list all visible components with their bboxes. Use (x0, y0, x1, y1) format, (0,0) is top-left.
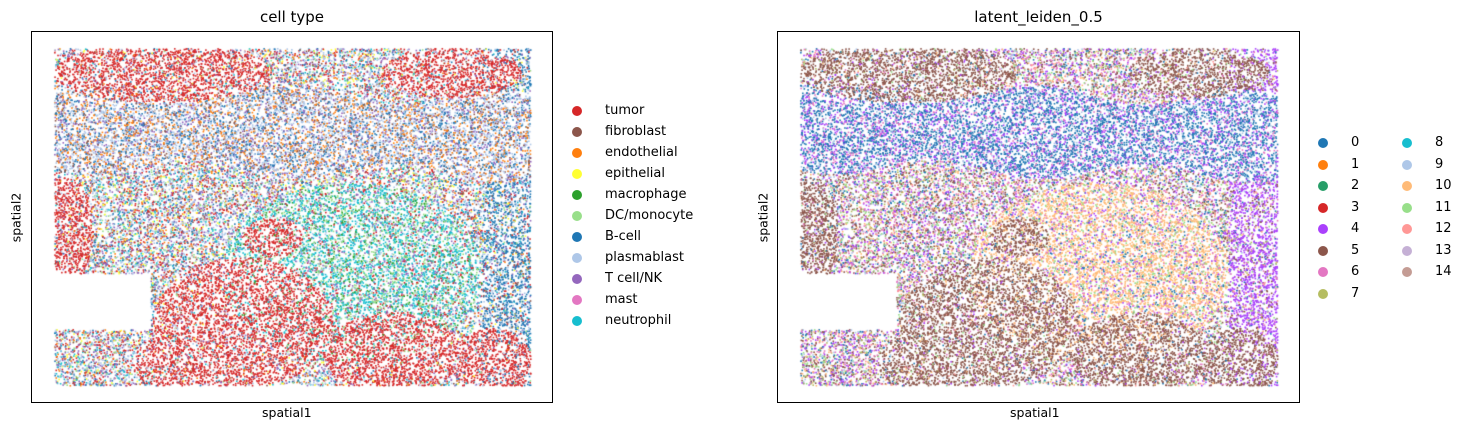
legend-label: epithelial (605, 166, 665, 181)
legend-label: DC/monocyte (605, 208, 694, 223)
legend-marker (572, 127, 582, 137)
legend-label: B-cell (605, 229, 641, 244)
legend-label: 12 (1435, 221, 1452, 236)
legend-marker (1402, 267, 1412, 277)
legend-marker (1318, 288, 1328, 299)
legend-label: 7 (1351, 285, 1360, 301)
legend-marker (1402, 202, 1412, 213)
legend-marker (1402, 138, 1412, 148)
legend-label: mast (605, 292, 638, 307)
legend-marker (572, 169, 582, 179)
legend-marker (1402, 159, 1412, 170)
x-axis-label: spatial1 (1010, 405, 1060, 420)
legend-marker (572, 253, 582, 263)
legend-marker (572, 295, 582, 305)
legend-label: neutrophil (605, 313, 672, 328)
legend-label: T cell/NK (605, 271, 663, 286)
legend-marker (572, 211, 582, 221)
legend-label: endothelial (605, 145, 678, 160)
legend-marker (1318, 224, 1328, 234)
legend-label: 2 (1351, 178, 1360, 193)
legend: 0 1 2 3 4 5 6 7 8 9 10 11 12 13 14 (1318, 135, 1458, 305)
legend-label: plasmablast (605, 250, 684, 265)
legend-label: 10 (1435, 178, 1452, 193)
legend-marker (572, 190, 582, 200)
legend-label: tumor (605, 103, 645, 118)
legend-label: 9 (1435, 156, 1444, 172)
legend-label: 4 (1351, 221, 1360, 236)
legend-marker (572, 274, 582, 284)
legend-marker (572, 148, 582, 158)
legend-label: 11 (1435, 199, 1452, 215)
legend-marker (1402, 181, 1412, 191)
y-axis-label: spatial2 (755, 192, 771, 243)
legend-marker (1402, 245, 1412, 256)
scatter-points (778, 32, 1299, 402)
y-axis-label: spatial2 (8, 192, 24, 243)
chart-title: cell type (259, 8, 325, 26)
legend-marker (1318, 245, 1328, 256)
legend-label: macrophage (605, 187, 687, 202)
legend-label: 13 (1435, 242, 1452, 258)
legend-marker (572, 106, 582, 116)
x-axis-label: spatial1 (262, 405, 312, 420)
chart-title: latent_leiden_0.5 (974, 8, 1103, 26)
legend: tumor fibroblast endothelial epithelial macr… (572, 103, 712, 333)
legend-label: 8 (1435, 135, 1444, 150)
legend-marker (1318, 138, 1328, 148)
legend-marker (1402, 224, 1412, 234)
legend-label: 0 (1351, 135, 1360, 150)
legend-marker (1318, 159, 1328, 170)
legend-label: 14 (1435, 264, 1452, 279)
scatter-points (32, 32, 552, 402)
plot-area (777, 31, 1300, 403)
legend-marker (1318, 181, 1328, 191)
legend-marker (1318, 267, 1328, 277)
legend-marker (1318, 202, 1328, 213)
legend-label: 6 (1351, 264, 1360, 279)
legend-label: fibroblast (605, 124, 667, 139)
legend-marker (572, 232, 582, 242)
legend-label: 5 (1351, 242, 1360, 258)
legend-label: 3 (1351, 199, 1360, 215)
legend-label: 1 (1351, 156, 1360, 172)
plot-area (31, 31, 553, 403)
legend-marker (572, 316, 582, 326)
